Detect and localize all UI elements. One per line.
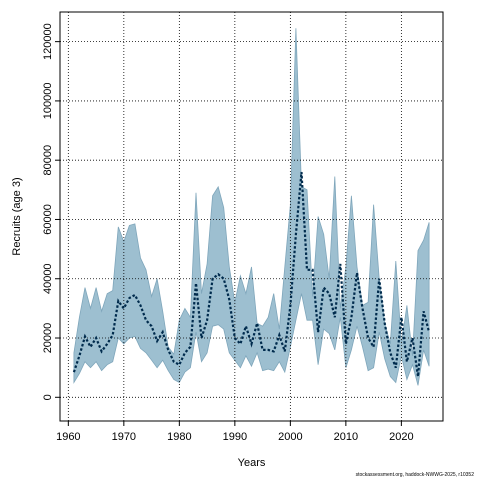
y-tick-label: 60000 [42, 204, 54, 235]
y-tick-label: 40000 [42, 263, 54, 294]
x-tick-label: 1960 [56, 431, 80, 443]
y-axis: 0 20000 40000 60000 80000 100000 120000 [42, 23, 60, 400]
x-tick-label: 1990 [223, 431, 247, 443]
estimate-line-layer [72, 171, 431, 377]
estimate-line [72, 171, 431, 377]
y-tick-label: 80000 [42, 145, 54, 176]
y-tick-label: 0 [42, 394, 54, 400]
y-tick-label: 20000 [42, 323, 54, 354]
confidence-band [73, 28, 430, 386]
footer-credit: stockassessment.org, haddock-NWWG-2025, … [355, 472, 474, 478]
y-tick-label: 120000 [42, 23, 54, 60]
x-axis-title: Years [238, 457, 266, 469]
x-tick-label: 2010 [334, 431, 358, 443]
plot-frame [59, 11, 444, 422]
x-tick-label: 2020 [389, 431, 413, 443]
x-axis: 1960 1970 1980 1990 2000 2010 2020 [56, 421, 414, 443]
y-axis-title: Recruits (age 3) [11, 177, 23, 255]
grid-layer [60, 12, 443, 421]
y-tick-label: 100000 [42, 83, 54, 120]
x-tick-label: 2000 [278, 431, 302, 443]
x-tick-label: 1970 [112, 431, 136, 443]
confidence-band-layer [73, 28, 430, 386]
x-tick-label: 1980 [167, 431, 191, 443]
